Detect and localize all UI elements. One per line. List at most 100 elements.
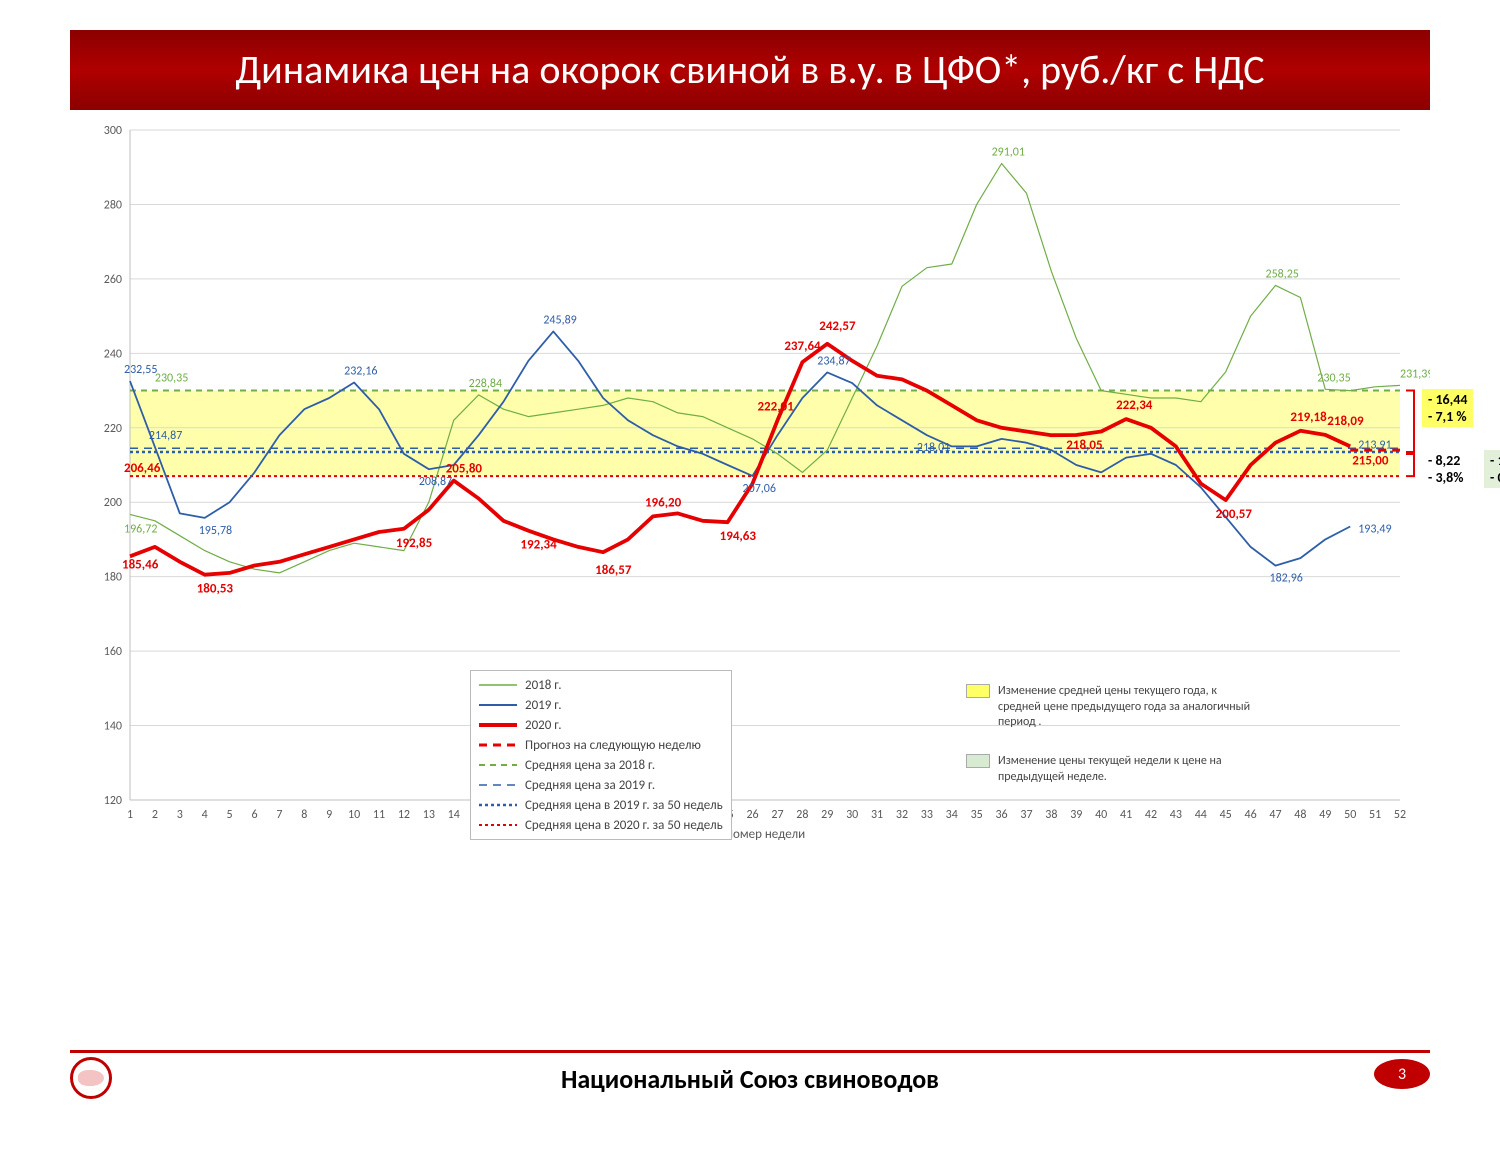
svg-text:258,25: 258,25 [1265,267,1298,281]
logo-icon [70,1057,112,1099]
svg-text:300: 300 [104,124,122,138]
legend-item: Средняя цена в 2020 г. за 50 недель [479,815,723,835]
svg-text:186,57: 186,57 [595,563,632,578]
svg-text:232,55: 232,55 [124,363,157,377]
svg-text:13: 13 [423,808,435,822]
svg-text:1: 1 [127,808,133,822]
delta-yellow: - 16,44 - 7,1 % [1422,389,1473,427]
svg-text:44: 44 [1195,808,1207,822]
svg-text:46: 46 [1245,808,1257,822]
svg-text:291,01: 291,01 [992,145,1025,159]
svg-text:29: 29 [821,808,833,822]
svg-text:207,06: 207,06 [743,482,776,496]
svg-text:140: 140 [104,720,122,734]
svg-text:36: 36 [995,808,1007,822]
svg-text:52: 52 [1394,808,1406,822]
footer-org: Национальный Союз свиноводов [561,1063,939,1095]
svg-text:215,00: 215,00 [1352,453,1389,468]
svg-text:196,20: 196,20 [645,495,682,510]
svg-text:200,57: 200,57 [1216,507,1253,522]
svg-text:5: 5 [227,808,233,822]
svg-text:12: 12 [398,808,410,822]
annotation-green: Изменение цены текущей недели к цене на … [960,750,1260,789]
svg-text:34: 34 [946,808,958,822]
svg-text:222,01: 222,01 [757,399,794,414]
svg-text:218,09: 218,09 [1327,414,1364,429]
svg-text:245,89: 245,89 [543,313,576,327]
svg-text:26: 26 [746,808,758,822]
svg-text:200: 200 [104,496,122,510]
svg-text:3: 3 [177,808,183,822]
svg-text:218,01: 218,01 [917,441,950,455]
svg-text:49: 49 [1319,808,1331,822]
legend-item: Средняя цена за 2019 г. [479,775,723,795]
svg-text:218,05: 218,05 [1066,438,1102,453]
svg-text:237,64: 237,64 [784,339,821,354]
svg-text:260: 260 [104,273,122,287]
svg-text:213,91: 213,91 [1358,438,1391,452]
svg-text:43: 43 [1170,808,1182,822]
svg-text:120: 120 [104,794,122,808]
legend-item: 2020 г. [479,715,723,735]
legend-item: Прогноз на следующую неделю [479,735,723,755]
svg-text:220: 220 [104,422,122,436]
chart-legend: 2018 г.2019 г.2020 г.Прогноз на следующу… [470,670,732,840]
svg-text:194,63: 194,63 [720,529,757,544]
svg-text:37: 37 [1020,808,1032,822]
svg-text:192,85: 192,85 [396,536,432,551]
svg-text:50: 50 [1344,808,1356,822]
svg-text:180,53: 180,53 [197,582,234,597]
svg-text:14: 14 [448,808,460,822]
annotation-yellow: Изменение средней цены текущего года, к … [960,680,1260,735]
svg-text:42: 42 [1145,808,1157,822]
svg-text:33: 33 [921,808,933,822]
svg-text:205,80: 205,80 [446,462,483,477]
svg-text:230,35: 230,35 [155,371,188,385]
svg-text:206,46: 206,46 [124,461,161,476]
legend-item: 2019 г. [479,695,723,715]
svg-text:182,96: 182,96 [1269,572,1302,586]
legend-item: Средняя цена в 2019 г. за 50 недель [479,795,723,815]
svg-text:30: 30 [846,808,858,822]
svg-text:4: 4 [202,808,208,822]
chart-container: 1201401601802002202402602803001234567891… [70,120,1430,910]
line-chart: 1201401601802002202402602803001234567891… [70,120,1430,910]
svg-text:8: 8 [301,808,307,822]
svg-text:39: 39 [1070,808,1082,822]
legend-item: 2018 г. [479,675,723,695]
svg-text:196,72: 196,72 [124,522,157,536]
svg-text:193,49: 193,49 [1358,522,1391,536]
svg-text:195,78: 195,78 [199,524,232,538]
svg-text:48: 48 [1294,808,1306,822]
svg-text:47: 47 [1269,808,1281,822]
svg-text:35: 35 [971,808,983,822]
svg-text:232,16: 232,16 [344,365,377,379]
svg-text:214,87: 214,87 [149,429,182,443]
legend-item: Средняя цена за 2018 г. [479,755,723,775]
svg-text:208,87: 208,87 [419,475,452,489]
svg-text:280: 280 [104,198,122,212]
svg-text:38: 38 [1045,808,1057,822]
svg-text:11: 11 [373,808,385,822]
svg-text:7: 7 [276,808,282,822]
delta-red-extra: - 8,22 - 3,8% [1422,450,1469,488]
svg-text:192,34: 192,34 [520,538,557,553]
svg-text:231,39: 231,39 [1400,367,1430,381]
svg-text:9: 9 [326,808,332,822]
svg-text:10: 10 [348,808,360,822]
svg-text:185,46: 185,46 [122,557,159,572]
svg-text:51: 51 [1369,808,1381,822]
svg-text:180: 180 [104,571,122,585]
svg-text:45: 45 [1220,808,1232,822]
delta-green: - 1,09 - 0,5% [1484,450,1500,488]
svg-text:230,35: 230,35 [1317,371,1350,385]
svg-text:31: 31 [871,808,883,822]
svg-text:28: 28 [796,808,808,822]
svg-text:Номер недели: Номер недели [725,827,805,842]
footer: Национальный Союз свиноводов 3 [70,1050,1430,1095]
page-title: Динамика цен на окорок свиной в в.у. в Ц… [70,30,1430,110]
svg-text:27: 27 [771,808,783,822]
svg-text:6: 6 [251,808,257,822]
svg-text:240: 240 [104,347,122,361]
svg-text:40: 40 [1095,808,1107,822]
